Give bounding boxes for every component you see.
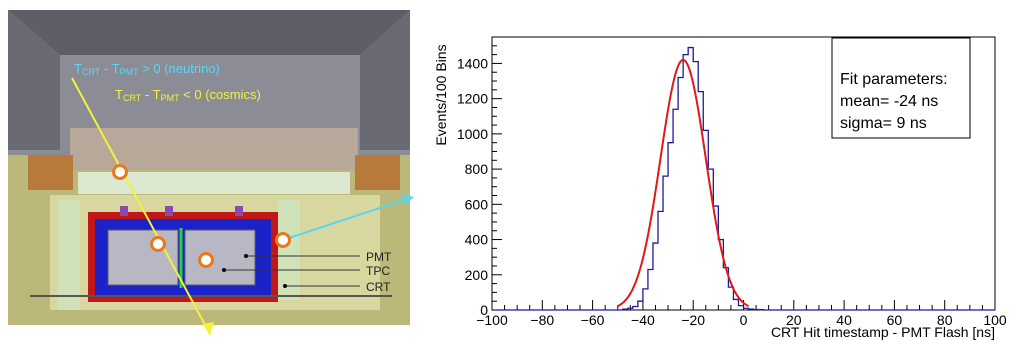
x-tick-label: 80 [937, 312, 953, 328]
tpc-right [184, 229, 256, 286]
x-tick-label: −40 [631, 312, 655, 328]
wall-right [360, 10, 410, 150]
gaussian-fit-curve [617, 58, 749, 308]
roof [8, 10, 410, 55]
wall-left [8, 10, 60, 150]
fit-parameters-box: Fit parameters: mean= -24 ns sigma= 9 ns [831, 37, 971, 139]
x-axis: −100 −80 −60 −40 −20 0 20 40 60 80 100 [476, 300, 1007, 328]
y-tick-label: 400 [465, 232, 489, 248]
histogram-steps [492, 46, 995, 311]
side-crt-right [278, 200, 300, 300]
fit-box-sigma: sigma= 9 ns [840, 115, 927, 132]
x-tick-label: −100 [476, 312, 508, 328]
y-tick-label: 1400 [457, 55, 488, 71]
cosmic-arrowhead [203, 322, 214, 336]
x-tick-label: 100 [983, 312, 1007, 328]
fit-box-title: Fit parameters: [840, 71, 948, 88]
y-axis: 0 200 400 600 800 1000 1200 1400 [457, 36, 502, 318]
neutrino-track [282, 197, 411, 241]
y-tick-label: 200 [465, 267, 489, 283]
x-tick-label: 40 [836, 312, 852, 328]
x-tick-label: −80 [530, 312, 554, 328]
side-crt-left [58, 200, 80, 310]
y-tick-label: 600 [465, 196, 489, 212]
overburden-side-left [28, 155, 73, 190]
fit-box-mean: mean= -24 ns [840, 93, 938, 110]
feedthrough-1 [120, 206, 128, 216]
label-neutrino: TCRT - TPMT > 0 (neutrino) [74, 61, 220, 77]
detector-diagram: TCRT - TPMT > 0 (neutrino) TCRT - TPMT <… [8, 10, 414, 336]
x-tick-label: 20 [786, 312, 802, 328]
x-tick-label: −60 [581, 312, 605, 328]
legend-pmt: PMT [366, 250, 392, 264]
legend-crt: CRT [366, 280, 391, 294]
x-tick-label: −20 [681, 312, 705, 328]
neutrino-arrowhead [402, 194, 414, 205]
y-tick-label: 1000 [457, 126, 488, 142]
tpc-left [107, 229, 179, 286]
top-crt [78, 172, 350, 194]
label-cosmics: TCRT - TPMT < 0 (cosmics) [115, 87, 261, 103]
hit-burst-crt-top [112, 164, 128, 180]
feedthrough-2 [165, 206, 173, 216]
y-tick-label: 800 [465, 161, 489, 177]
hit-burst-pmt [198, 252, 214, 268]
overburden [70, 128, 358, 170]
overburden-side-right [355, 155, 400, 190]
y-tick-label: 0 [480, 302, 488, 318]
feedthrough-3 [235, 206, 243, 216]
y-axis-label: Events/100 Bins [433, 44, 449, 145]
hit-burst-tpc [150, 236, 166, 252]
hit-burst-crt-side [275, 232, 291, 248]
cosmic-track [71, 77, 211, 335]
y-tick-label: 1200 [457, 91, 488, 107]
legend-tpc: TPC [366, 264, 390, 278]
x-tick-label: 0 [740, 312, 748, 328]
x-tick-label: 60 [887, 312, 903, 328]
x-axis-label: CRT Hit timestamp - PMT Flash [ns] [771, 324, 995, 340]
